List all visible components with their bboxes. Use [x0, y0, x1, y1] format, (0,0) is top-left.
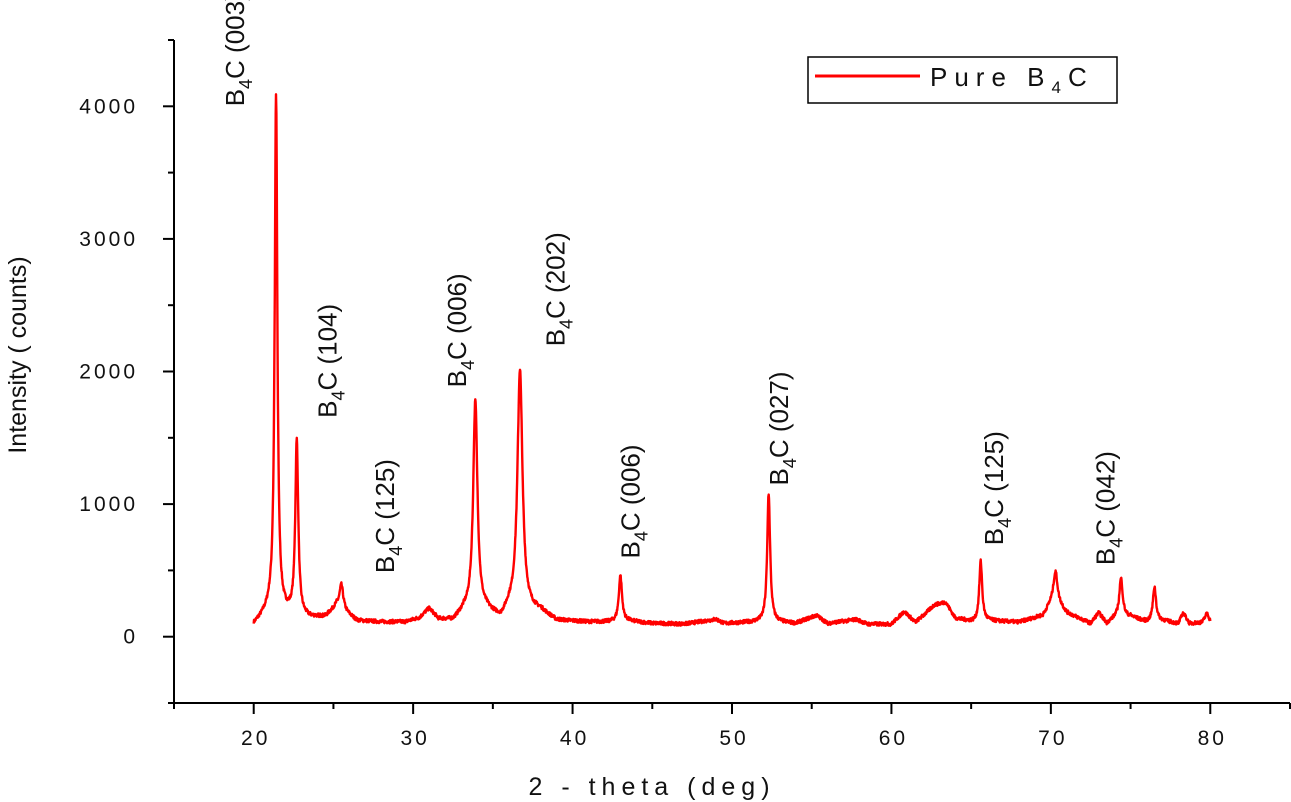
peak-label-main: B	[442, 370, 472, 387]
peak-label-sub: 4	[632, 531, 652, 541]
legend-box	[807, 56, 1118, 104]
peak-label-sub: 4	[1107, 538, 1127, 548]
y-tick-label: 3000	[79, 228, 138, 251]
peak-label-main: B	[979, 528, 1009, 545]
x-axis-title: 2 - theta (deg)	[528, 773, 775, 801]
peak-label-tail: C (104)	[313, 304, 343, 391]
peak-label-7: B4C (125)	[979, 431, 1015, 545]
peak-label-tail: C (006)	[442, 273, 472, 360]
x-tick-label: 60	[879, 727, 908, 750]
peak-label-tail: C (027)	[764, 371, 794, 458]
peak-label-4: B4C (202)	[541, 232, 577, 346]
legend-label-main: Pure B	[930, 62, 1052, 92]
peak-label-sub: 4	[780, 458, 800, 468]
x-tick-label: 50	[719, 727, 748, 750]
peak-label-main: B	[616, 541, 646, 558]
y-axis-title: Intensity ( counts)	[4, 256, 32, 453]
series-line-0	[252, 93, 1212, 627]
legend: Pure B4C	[807, 56, 1118, 104]
peak-label-main: B	[220, 89, 250, 106]
peak-label-tail: C (006)	[616, 444, 646, 531]
peak-label-sub: 4	[236, 79, 256, 89]
peak-label-sub: 4	[557, 319, 577, 329]
y-tick-label: 0	[123, 626, 138, 649]
annotation-layer: B4C (003)B4C (104)B4C (125)B4C (006) B4C …	[220, 0, 1127, 573]
peak-label-tail: C (125)	[979, 431, 1009, 518]
peak-label-5: B4C (006)	[616, 444, 652, 558]
peak-label-tail: C (202)	[541, 232, 571, 319]
legend-label-tail: C	[1068, 62, 1094, 92]
peak-label-8: B4C (042)	[1091, 451, 1127, 565]
x-tick-label: 20	[241, 727, 270, 750]
peak-label-6: B4C (027)	[764, 371, 800, 485]
x-tick-label: 40	[560, 727, 589, 750]
series-layer	[252, 93, 1212, 627]
y-tick-label: 1000	[79, 493, 138, 516]
y-tick-label: 4000	[79, 95, 138, 118]
peak-label-3: B4C (006)	[442, 273, 478, 387]
peak-label-sub: 4	[386, 546, 406, 556]
peak-label-1: B4C (104)	[313, 304, 349, 418]
peak-label-main: B	[313, 401, 343, 418]
legend-label: Pure B4C	[930, 62, 1094, 97]
x-tick-label: 30	[400, 727, 429, 750]
x-tick-label: 70	[1038, 727, 1067, 750]
peak-label-main: B	[764, 468, 794, 485]
legend-label-sub: 4	[1052, 78, 1068, 97]
peak-label-sub: 4	[458, 360, 478, 370]
peak-label-main: B	[1091, 548, 1121, 565]
peak-label-main: B	[541, 329, 571, 346]
peak-label-sub: 4	[329, 391, 349, 401]
axes: 0 1000 2000 3000 4000 20 30 40 50 60 70 80	[79, 39, 1291, 750]
peak-label-0: B4C (003)	[220, 0, 256, 106]
peak-label-tail: C (003)	[220, 0, 250, 79]
peak-label-sub: 4	[995, 518, 1015, 528]
peak-label-tail: C (042)	[1091, 451, 1121, 538]
peak-label-2: B4C (125)	[370, 459, 406, 573]
x-tick-label: 80	[1198, 727, 1227, 750]
peak-label-tail: C (125)	[370, 459, 400, 546]
y-tick-label: 2000	[79, 361, 138, 384]
peak-label-main: B	[370, 556, 400, 573]
